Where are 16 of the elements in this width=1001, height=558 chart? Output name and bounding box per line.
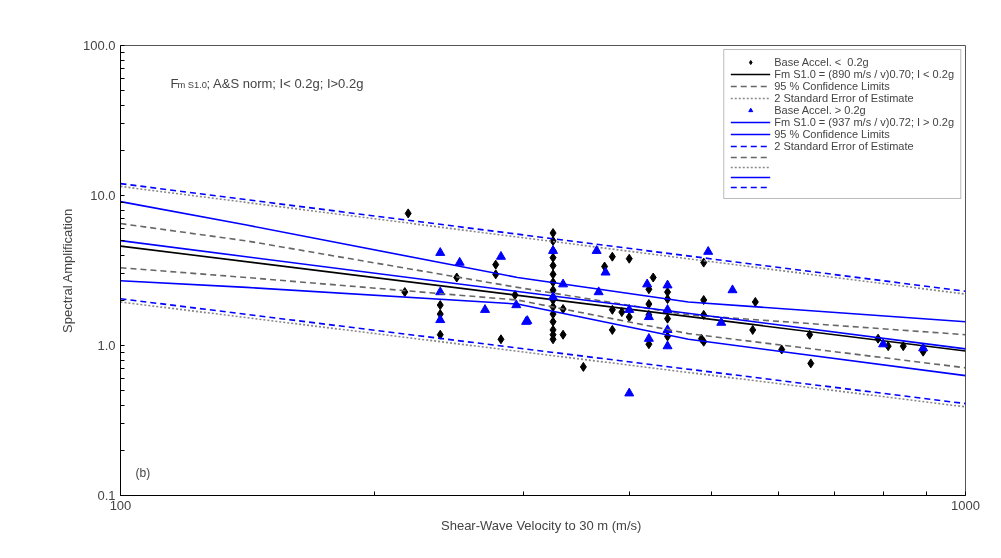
y-axis-title: Spectral Amplification <box>59 208 75 333</box>
legend-label: Base Accel. > 0.2g <box>774 104 866 116</box>
x-tick-label: 1000 <box>951 497 980 513</box>
legend-label: 95 % Confidence Limits <box>774 128 890 140</box>
annotation: (b) <box>135 465 151 480</box>
legend-label: Fm S1.0 = (937 m/s / v)0.72; I > 0.2g <box>774 116 954 128</box>
x-axis-title: Shear-Wave Velocity to 30 m (m/s) <box>441 517 642 533</box>
legend-label: 95 % Confidence Limits <box>774 80 890 92</box>
legend-label: Base Accel. < 0.2g <box>774 56 869 68</box>
y-tick-label: 1.0 <box>97 338 116 353</box>
y-tick-label: 10.0 <box>90 188 116 203</box>
legend-label: 2 Standard Error of Estimate <box>774 140 914 152</box>
y-tick-label: 100.0 <box>82 38 116 53</box>
legend-label: Fm S1.0 = (890 m/s / v)0.70; I < 0.2g <box>774 68 954 80</box>
annotation: Fm S1.0; A&S norm; I< 0.2g; I>0.2g <box>170 75 364 91</box>
legend-label: 2 Standard Error of Estimate <box>774 92 914 104</box>
